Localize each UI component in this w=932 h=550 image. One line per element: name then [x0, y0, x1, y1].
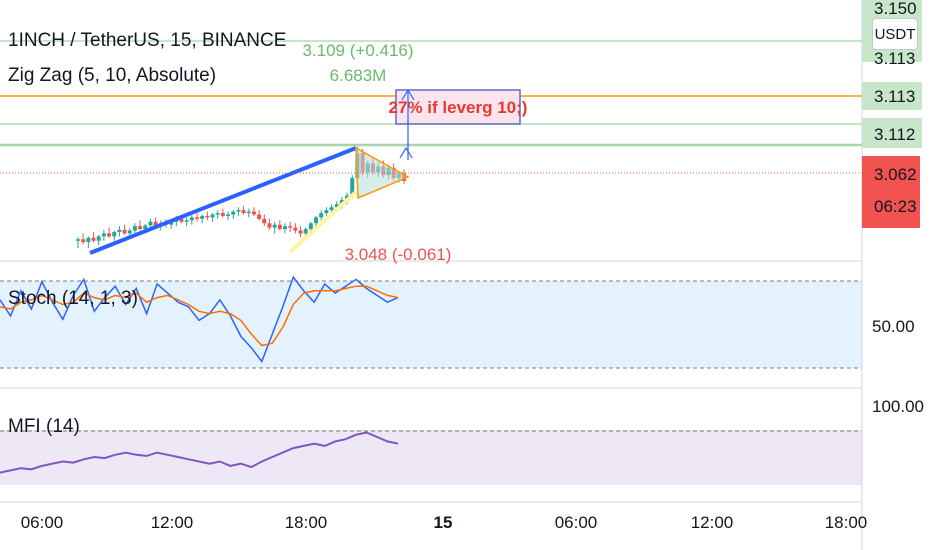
candle-body-31	[236, 210, 241, 212]
candle-body-48	[324, 210, 329, 214]
time-tick-0: 06:00	[21, 513, 64, 532]
candle-body-40	[282, 226, 287, 230]
candle-body-23	[195, 217, 200, 219]
zigzag-segment-yellow	[288, 190, 358, 254]
candle-body-5	[101, 233, 106, 237]
callout-note[interactable]: 27% if leverg 10;)	[389, 89, 528, 125]
candle-body-47	[319, 213, 324, 218]
mfi-band	[0, 430, 862, 485]
candle-body-44	[303, 229, 308, 234]
candle-body-4	[96, 236, 101, 241]
time-tick-4: 06:00	[555, 513, 598, 532]
candle-body-2	[86, 237, 91, 243]
candle-body-24	[200, 215, 205, 219]
stoch-band	[0, 281, 862, 368]
candle-body-14	[148, 221, 153, 226]
stoch-series	[0, 275, 399, 364]
countdown-value: 06:23	[874, 197, 917, 216]
mfi-axis-label: 100.00	[872, 397, 924, 416]
symbol-title: 1INCH / TetherUS, 15, BINANCE	[8, 30, 286, 51]
candle-body-39	[277, 224, 282, 230]
candle-body-9	[122, 229, 127, 234]
candle-body-33	[246, 211, 251, 214]
candle-body-46	[314, 217, 319, 224]
candle-body-15	[153, 221, 158, 227]
candle-body-29	[226, 214, 231, 216]
low-price-label: 3.048 (-0.061)	[345, 245, 452, 264]
price-axis[interactable]: 3.150 3.113 3.113 3.112 3.062 06:23 50.0…	[861, 0, 932, 550]
candle-body-36	[262, 218, 267, 224]
candle-body-6	[107, 233, 112, 237]
candle-body-50	[334, 204, 339, 208]
candle-body-25	[205, 215, 210, 218]
high-volume-label: 6.683M	[330, 66, 387, 85]
mfi-series	[0, 431, 399, 474]
candle-body-11	[132, 226, 137, 231]
candle-body-20	[179, 218, 184, 222]
time-tick-3: 15	[434, 513, 453, 532]
candle-body-0	[76, 239, 80, 241]
candle-body-45	[308, 223, 313, 230]
candle-body-30	[231, 211, 236, 215]
candle-body-53	[350, 178, 355, 196]
time-tick-6: 18:00	[825, 513, 868, 532]
candle-body-27	[215, 213, 220, 215]
candle-body-12	[138, 226, 143, 230]
candle-body-41	[288, 226, 293, 228]
candle-body-32	[241, 210, 246, 214]
candle-body-37	[267, 223, 272, 228]
candle-body-3	[91, 237, 96, 241]
candle-body-34	[251, 211, 256, 215]
time-axis[interactable]: 06:00 12:00 18:00 15 06:00 12:00 18:00	[0, 501, 868, 532]
candle-body-43	[298, 230, 303, 234]
candle-body-28	[220, 213, 225, 216]
stoch-d-line	[0, 285, 399, 347]
candle-body-8	[117, 229, 122, 232]
candle-body-21	[184, 220, 189, 222]
candle-body-38	[272, 224, 277, 228]
current-price-value: 3.062	[874, 165, 917, 184]
price-tag-1-label: 3.113	[874, 49, 915, 68]
stoch-axis-label: 50.00	[872, 317, 915, 336]
time-tick-1: 12:00	[151, 513, 194, 532]
candle-body-49	[329, 207, 334, 211]
candle-body-18	[169, 221, 174, 225]
candle-body-22	[189, 217, 194, 221]
callout-text: 27% if leverg 10;)	[389, 98, 528, 117]
mfi-title: MFI (14)	[8, 416, 80, 437]
stoch-title: Stoch (14, 1, 3)	[8, 288, 138, 309]
price-tag-2	[862, 82, 922, 110]
candle-body-13	[143, 225, 148, 230]
current-price-tag	[862, 156, 920, 228]
candle-body-7	[112, 231, 117, 237]
candle-body-26	[210, 214, 215, 218]
time-tick-5: 12:00	[691, 513, 734, 532]
price-tag-3-label: 3.112	[874, 125, 915, 144]
candle-body-51	[339, 199, 344, 205]
mfi-line	[0, 431, 399, 474]
candle-body-1	[81, 239, 86, 243]
zigzag-overlay	[89, 146, 410, 255]
price-top-label: 3.150	[874, 0, 917, 18]
callout-arrow-head-bottom	[399, 146, 413, 159]
high-price-label: 3.109 (+0.416)	[302, 41, 413, 60]
candle-body-10	[127, 230, 132, 234]
price-tag-2-label: 3.113	[874, 87, 915, 106]
candle-body-42	[293, 227, 298, 231]
callout-arrow-head-top	[401, 88, 415, 101]
indicator-title: Zig Zag (5, 10, Absolute)	[8, 65, 216, 86]
time-tick-2: 18:00	[285, 513, 328, 532]
zigzag-segment-up	[89, 146, 357, 255]
candle-body-35	[257, 214, 262, 219]
price-tag-3	[862, 118, 922, 148]
currency-unit-button[interactable]: USDT	[872, 18, 918, 50]
